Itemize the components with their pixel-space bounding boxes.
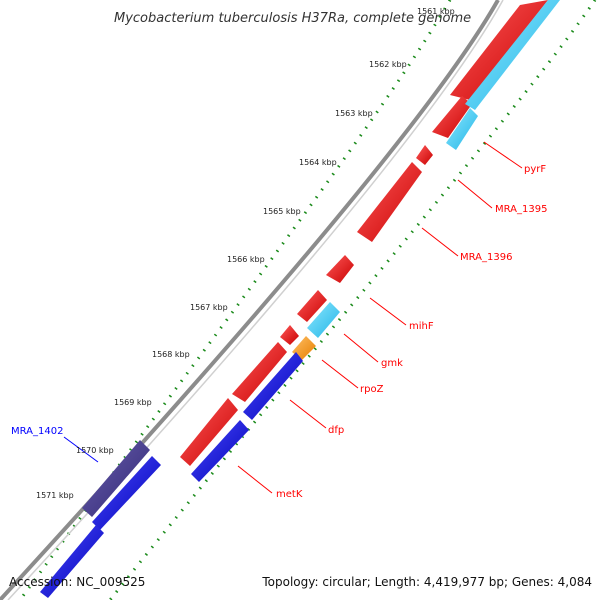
gene-label-dfp[interactable]: dfp [328,425,344,436]
gene-label-rpoZ[interactable]: rpoZ [360,384,384,395]
dfp-leader [289,399,327,429]
metK-leader [237,465,273,494]
map-title: Mycobacterium tuberculosis H37Ra, comple… [114,11,471,26]
tick-label-1564: 1564 kbp [299,158,337,167]
tick-label-1567: 1567 kbp [190,303,228,312]
gene-mra1402-bar[interactable] [82,440,150,517]
tick-label-1561: 1561 kbp [417,7,455,16]
gene-cyan-top-bar[interactable] [465,0,560,110]
gmk-leader [343,333,379,363]
tick-label-1571: 1571 kbp [36,491,74,500]
gene-pyrF-bar[interactable] [450,0,548,100]
mra1402-leader [63,436,99,463]
gene-mihF-bar[interactable] [326,255,354,283]
tick-label-1570: 1570 kbp [76,446,114,455]
rpoZ-leader [321,359,359,389]
tick-ring-inner [18,0,452,600]
gene-metK-bar[interactable] [180,398,238,466]
gene-blue-dfp-bar[interactable] [243,352,303,420]
gene-label-mra1402[interactable]: MRA_1402 [11,426,63,437]
accession-label: Accession: NC_009525 [9,575,146,589]
gene-blue-metK-bar[interactable] [191,420,249,482]
tick-label-1566: 1566 kbp [227,255,265,264]
gene-mra1396b-bar[interactable] [357,162,422,242]
tick-label-1562: 1562 kbp [369,60,407,69]
gene-label-mihF[interactable]: mihF [409,321,434,332]
topology-summary: Topology: circular; Length: 4,419,977 bp… [262,575,592,589]
gene-label-pyrF[interactable]: pyrF [524,164,546,175]
gene-cyan-gmk-bar[interactable] [307,302,340,338]
mra1396-leader [421,227,459,257]
gene-blue-bottom-bar[interactable] [40,525,104,598]
gene-label-mra1396[interactable]: MRA_1396 [460,252,512,263]
mra1395-leader [457,179,493,209]
mihF-leader [369,297,407,326]
tick-ring-outer [108,0,597,600]
tick-label-1563: 1563 kbp [335,109,373,118]
gene-rpoZ-bar[interactable] [280,325,299,345]
gene-blue-lower-bar[interactable] [92,456,161,530]
pyrF-leader [483,141,523,169]
backbone-outer [0,0,500,600]
gene-label-gmk[interactable]: gmk [381,358,403,369]
tick-label-1568: 1568 kbp [152,350,190,359]
gene-gmk-bar[interactable] [297,290,327,322]
gene-label-mra1395[interactable]: MRA_1395 [495,204,547,215]
gene-mra1396-bar[interactable] [416,145,433,165]
gene-dfp-bar[interactable] [232,342,287,402]
gene-label-metK[interactable]: metK [276,489,303,500]
tick-label-1569: 1569 kbp [114,398,152,407]
gene-cyan-mid-bar[interactable] [446,108,478,150]
gene-mra1395-bar[interactable] [432,96,472,138]
tick-label-1565: 1565 kbp [263,207,301,216]
gene-orange-rpoZ-bar[interactable] [292,336,316,360]
